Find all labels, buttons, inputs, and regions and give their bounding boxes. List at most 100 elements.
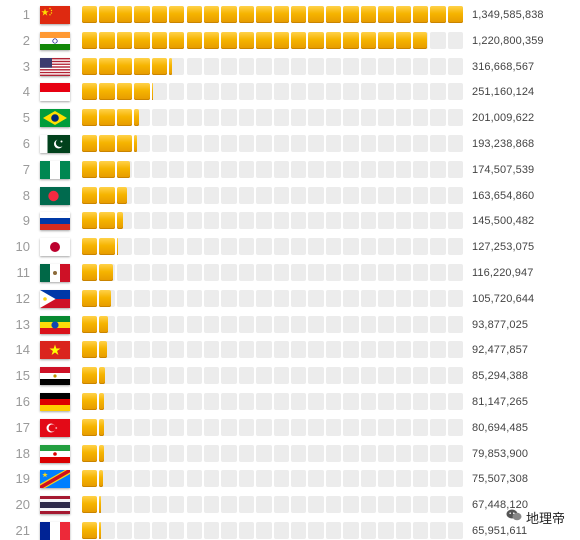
bar-track-segment (343, 238, 359, 256)
bar-segment (308, 6, 324, 23)
bar-track-segment (360, 496, 377, 514)
bar-track-segment (221, 264, 237, 281)
bar-track-segment (238, 315, 255, 333)
bar-track-segment (343, 186, 359, 204)
bar-track-segment (308, 186, 324, 204)
bar-segment (221, 6, 237, 23)
bar-segment (116, 31, 133, 49)
bar-track-segment (273, 238, 289, 256)
bar-segment (116, 6, 133, 23)
bar-track-segment (447, 341, 464, 359)
bar-track-segment (203, 264, 220, 281)
bar-track-segment (238, 496, 255, 514)
bar-track-segment (203, 57, 220, 75)
bar-track-segment (291, 160, 307, 178)
bar-track-segment (412, 109, 429, 127)
bar-track-segment (447, 135, 464, 152)
bar-track-segment (203, 444, 220, 462)
flag-germany (40, 393, 70, 411)
bar-track-segment (395, 418, 411, 436)
bar-track-segment (308, 341, 324, 359)
bar-track-segment (116, 444, 133, 462)
bar-segment (82, 238, 98, 256)
bar-segment (378, 6, 394, 23)
bar-track-segment (447, 289, 464, 307)
bar-track-segment (430, 135, 446, 152)
bar-segment (82, 6, 98, 23)
bar-segment (134, 6, 150, 23)
bar-track-segment (430, 341, 446, 359)
bar-track-segment (378, 135, 394, 152)
bar-track-segment (99, 522, 115, 539)
bar-track-segment (116, 470, 133, 488)
bar-segment (256, 31, 272, 49)
bar-track-segment (203, 315, 220, 333)
bar-segment (291, 31, 307, 49)
bar-track-segment (238, 186, 255, 204)
bar-segment (308, 31, 324, 49)
flag-turkey (40, 418, 70, 437)
bar-track-segment (186, 135, 202, 152)
bar-segment (325, 31, 342, 49)
bar-track-segment (325, 341, 342, 359)
bar-track-segment (291, 496, 307, 514)
bar-track-segment (360, 57, 377, 75)
flag-russia (40, 212, 70, 231)
bar-track-segment (360, 470, 377, 488)
bar-track-segment (238, 289, 255, 307)
bar-track-segment (378, 496, 394, 514)
bar-track-segment (203, 83, 220, 101)
bar-segment (343, 6, 359, 23)
bar-track-segment (151, 315, 168, 333)
bar-track-segment (395, 212, 411, 230)
rank-label: 17 (15, 419, 30, 435)
bar-track-segment (343, 341, 359, 359)
bar-track-segment (169, 470, 185, 488)
bar-track-segment (447, 470, 464, 488)
rank-label: 16 (15, 394, 30, 409)
bar-track-segment (378, 418, 394, 436)
bar-track-segment (447, 109, 464, 127)
bar-track-segment (186, 109, 202, 127)
bar-track-segment (447, 522, 464, 539)
watermark: 地理帝 (506, 506, 576, 528)
bar-track-segment (186, 418, 202, 436)
bar-track-segment (186, 341, 202, 359)
bar-track-segment (116, 238, 133, 256)
bar-track-segment (430, 470, 446, 488)
bar-track-segment (378, 238, 394, 256)
bar-track-segment (395, 496, 411, 514)
bar-track-segment (256, 289, 272, 307)
bar-track-segment (151, 212, 168, 230)
flag-pakistan (40, 135, 70, 153)
bar-segment (82, 289, 98, 307)
bar-track-segment (291, 238, 307, 256)
bar-track-segment (151, 289, 168, 307)
bar-track-segment (343, 367, 359, 385)
bar-segment (99, 522, 101, 539)
bar-track-segment (325, 57, 342, 75)
bar-track-segment (151, 470, 168, 488)
bar-track-segment (186, 470, 202, 488)
bar-track-segment (134, 470, 150, 488)
bar-track-segment (203, 135, 220, 152)
bar-segment (203, 6, 220, 23)
bar-track-segment (151, 418, 168, 436)
bar-track-segment (360, 186, 377, 204)
bar-segment (82, 57, 98, 75)
bar-track-segment (169, 83, 185, 101)
bar-track-segment (430, 522, 446, 539)
bar-track-segment (447, 444, 464, 462)
bar-track-segment (116, 341, 133, 359)
rank-label: 11 (16, 265, 31, 280)
bar (82, 186, 464, 204)
bar-track-segment (308, 109, 324, 127)
bar-segment (360, 6, 377, 23)
bar-track-segment (256, 522, 272, 539)
bar-track-segment (186, 444, 202, 462)
bar-track-segment (395, 109, 411, 127)
bar-track-segment (238, 470, 255, 488)
bar (82, 264, 464, 281)
bar-track-segment (99, 496, 115, 514)
flag-india (40, 31, 70, 50)
